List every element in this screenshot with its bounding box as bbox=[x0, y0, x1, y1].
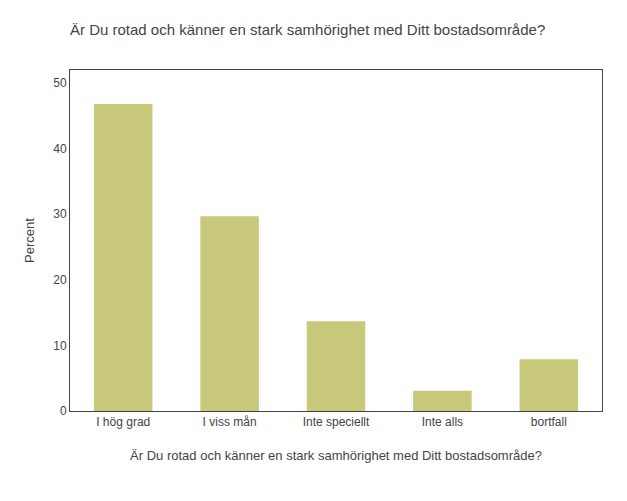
svg-text:Percent: Percent bbox=[22, 218, 37, 263]
svg-text:30: 30 bbox=[53, 207, 67, 221]
svg-text:I viss mån: I viss mån bbox=[203, 415, 257, 429]
svg-text:Inte alls: Inte alls bbox=[422, 415, 463, 429]
svg-text:20: 20 bbox=[53, 273, 67, 287]
svg-text:Är Du rotad och känner en star: Är Du rotad och känner en stark samhörig… bbox=[130, 448, 542, 463]
svg-text:I hög grad: I hög grad bbox=[96, 415, 150, 429]
svg-text:Inte speciellt: Inte speciellt bbox=[303, 415, 370, 429]
svg-text:10: 10 bbox=[53, 339, 67, 353]
svg-text:0: 0 bbox=[60, 404, 67, 418]
svg-text:bortfall: bortfall bbox=[531, 415, 567, 429]
svg-text:50: 50 bbox=[53, 76, 67, 90]
svg-text:Är Du rotad och känner en star: Är Du rotad och känner en stark samhörig… bbox=[70, 21, 545, 38]
svg-text:40: 40 bbox=[53, 142, 67, 156]
